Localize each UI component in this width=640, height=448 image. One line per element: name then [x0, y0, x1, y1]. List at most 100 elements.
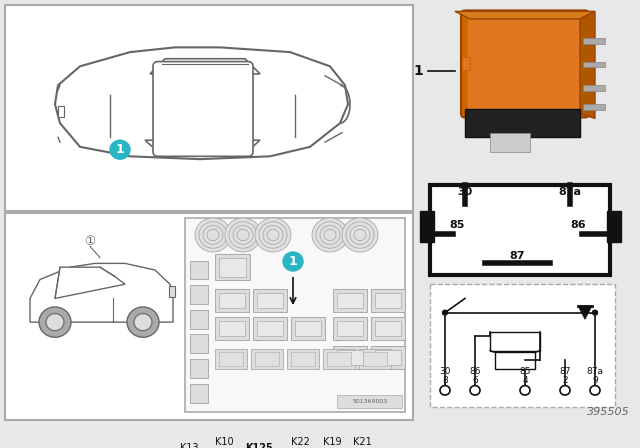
Bar	[5, 213, 413, 420]
Text: K125: K125	[245, 443, 273, 448]
Text: 2: 2	[562, 376, 568, 385]
Bar	[465, 109, 580, 138]
Bar	[169, 286, 175, 297]
Bar	[291, 317, 325, 340]
Circle shape	[590, 386, 600, 395]
Text: 9: 9	[592, 376, 598, 385]
Text: 85: 85	[519, 367, 531, 376]
Bar	[333, 289, 367, 312]
Bar	[190, 285, 208, 304]
Bar	[375, 293, 401, 308]
Text: K22: K22	[291, 437, 310, 447]
Bar	[58, 106, 64, 117]
Text: 86: 86	[570, 220, 586, 230]
Text: 1: 1	[289, 255, 298, 268]
Bar	[371, 317, 405, 340]
Circle shape	[134, 314, 152, 331]
Bar	[190, 310, 208, 329]
Text: 30: 30	[458, 187, 472, 197]
Bar	[327, 353, 351, 366]
Circle shape	[560, 386, 570, 395]
Bar	[371, 346, 405, 369]
Bar	[375, 349, 401, 365]
Bar	[257, 293, 283, 308]
Polygon shape	[578, 306, 592, 319]
Circle shape	[440, 386, 450, 395]
Bar	[430, 185, 610, 275]
Bar	[190, 285, 208, 304]
Circle shape	[110, 140, 130, 159]
Bar	[420, 211, 434, 241]
Circle shape	[520, 386, 530, 395]
Circle shape	[225, 218, 261, 252]
Polygon shape	[55, 267, 125, 298]
FancyBboxPatch shape	[153, 61, 253, 156]
Text: 8: 8	[442, 376, 448, 385]
Text: 85: 85	[449, 220, 465, 230]
Bar	[190, 359, 208, 378]
Bar	[185, 218, 405, 412]
Bar	[583, 85, 605, 91]
Circle shape	[442, 310, 447, 315]
Bar	[333, 346, 367, 369]
Polygon shape	[30, 263, 173, 322]
Text: 1: 1	[116, 143, 124, 156]
Text: 1: 1	[413, 64, 423, 78]
Bar	[215, 289, 249, 312]
Bar	[323, 349, 355, 370]
FancyBboxPatch shape	[461, 10, 589, 117]
FancyBboxPatch shape	[467, 16, 583, 112]
Text: 87: 87	[509, 251, 525, 261]
Bar	[495, 353, 535, 370]
Text: 87a: 87a	[559, 187, 582, 197]
Bar	[190, 335, 208, 353]
Bar	[251, 349, 283, 370]
Bar	[5, 5, 413, 211]
Text: K19: K19	[323, 437, 342, 447]
Polygon shape	[150, 59, 260, 74]
Bar	[430, 284, 615, 407]
Text: K21: K21	[353, 437, 372, 447]
Bar	[253, 317, 287, 340]
Text: K13: K13	[180, 443, 198, 448]
Text: ①: ①	[84, 235, 95, 248]
Circle shape	[593, 310, 598, 315]
Text: 86: 86	[469, 367, 481, 376]
Bar	[607, 211, 621, 241]
Bar	[190, 359, 208, 378]
Bar	[337, 321, 363, 336]
Bar	[190, 335, 208, 353]
Bar	[215, 349, 247, 370]
Text: 6: 6	[472, 376, 478, 385]
Text: K10: K10	[215, 437, 234, 447]
Bar	[490, 332, 540, 350]
Polygon shape	[145, 140, 260, 154]
Text: 501369003: 501369003	[353, 399, 388, 404]
Bar	[371, 289, 405, 312]
Polygon shape	[55, 47, 348, 159]
Bar	[490, 133, 530, 151]
Bar	[583, 104, 605, 110]
Bar	[333, 317, 367, 340]
Text: 395505: 395505	[588, 407, 630, 417]
Bar	[337, 395, 402, 408]
Bar	[287, 349, 319, 370]
Circle shape	[255, 218, 291, 252]
Circle shape	[470, 386, 480, 395]
Bar	[295, 321, 321, 336]
Bar	[219, 353, 243, 366]
Bar	[190, 261, 208, 280]
Bar	[219, 293, 245, 308]
Bar	[253, 289, 287, 312]
Polygon shape	[580, 11, 595, 118]
Bar	[363, 353, 387, 366]
Bar	[462, 57, 470, 70]
Bar	[257, 321, 283, 336]
Circle shape	[283, 252, 303, 271]
Bar	[255, 353, 279, 366]
Bar	[190, 261, 208, 280]
Bar	[190, 383, 208, 403]
Bar	[219, 321, 245, 336]
Bar	[219, 258, 246, 277]
Circle shape	[46, 314, 64, 331]
